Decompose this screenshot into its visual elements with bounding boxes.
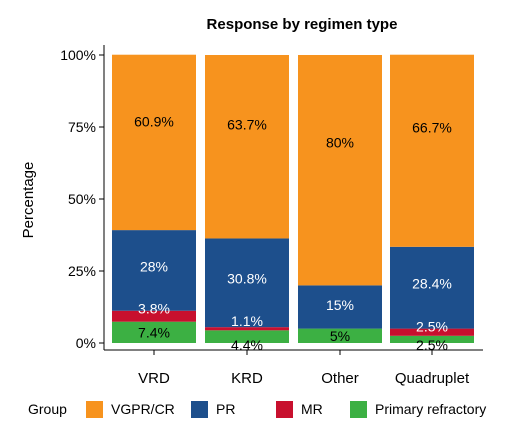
bar-segment xyxy=(205,330,289,343)
bar-segment xyxy=(205,327,289,331)
bar-segment xyxy=(112,321,196,343)
x-tick-label: VRD xyxy=(138,370,170,387)
bar-segment xyxy=(298,285,382,329)
x-tick-label: Other xyxy=(321,370,359,387)
bar-segment xyxy=(298,55,382,286)
bar-data-label: 28.4% xyxy=(412,276,452,292)
x-tick-label: Quadruplet xyxy=(395,370,470,387)
bar-data-label: 1.1% xyxy=(231,313,263,329)
bar-segment xyxy=(205,55,289,239)
y-tick-label: 100% xyxy=(60,47,96,63)
bar-data-label: 60.9% xyxy=(134,113,174,129)
bar-segment xyxy=(112,230,196,311)
bar-segment xyxy=(205,238,289,328)
bar-data-label: 66.7% xyxy=(412,120,452,136)
legend-label: MR xyxy=(301,401,323,417)
bar-data-label: 30.8% xyxy=(227,270,267,286)
bar-segment xyxy=(390,246,474,329)
legend-swatch xyxy=(86,401,103,418)
bar-data-label: 15% xyxy=(326,297,354,313)
bar-data-label: 5% xyxy=(330,328,350,344)
chart-title: Response by regimen type xyxy=(207,16,398,33)
legend-label: PR xyxy=(216,401,235,417)
bar-segment xyxy=(390,328,474,336)
x-tick-label: KRD xyxy=(231,370,263,387)
legend-label: Primary refractory xyxy=(375,401,486,417)
legend-swatch xyxy=(350,401,367,418)
bar-data-label: 7.4% xyxy=(138,324,170,340)
bar-data-label: 3.8% xyxy=(138,301,170,317)
bar-segment xyxy=(298,328,382,343)
bar-data-label: 4.4% xyxy=(231,337,263,353)
bar-data-label: 28% xyxy=(140,258,168,274)
bar-data-label: 63.7% xyxy=(227,117,267,133)
bar-segment xyxy=(390,335,474,343)
y-tick-label: 0% xyxy=(76,335,96,351)
legend-title: Group xyxy=(28,401,67,417)
bar-data-label: 80% xyxy=(326,135,354,151)
bar-data-label: 2.5% xyxy=(416,337,448,353)
y-tick-label: 75% xyxy=(68,119,96,135)
y-axis-label: Percentage xyxy=(20,162,37,239)
bar-data-label: 2.5% xyxy=(416,319,448,335)
bar-segment xyxy=(112,310,196,322)
y-tick-label: 25% xyxy=(68,263,96,279)
y-tick-label: 50% xyxy=(68,191,96,207)
bar-segment xyxy=(112,54,196,231)
legend-swatch xyxy=(191,401,208,418)
bar-segment xyxy=(390,54,474,247)
legend-swatch xyxy=(276,401,293,418)
legend-label: VGPR/CR xyxy=(111,401,175,417)
